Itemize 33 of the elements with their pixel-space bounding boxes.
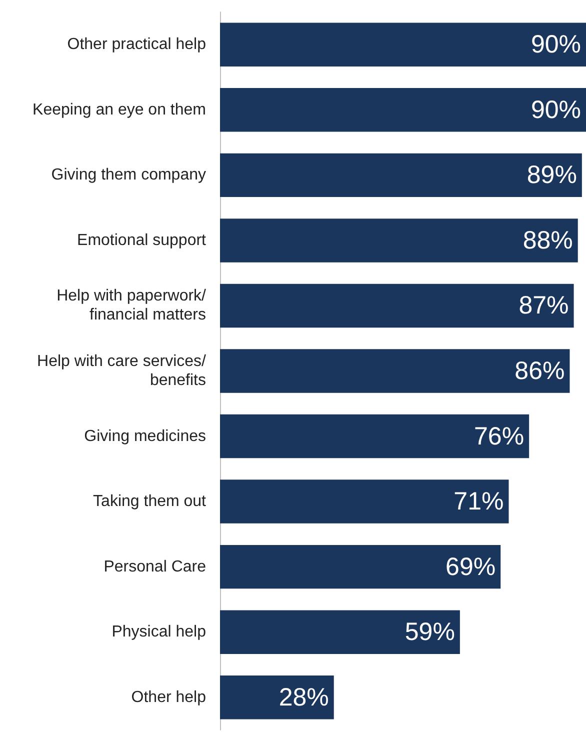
y-tick-label: Emotional support (77, 232, 207, 249)
bar (220, 88, 586, 132)
bar (220, 414, 530, 458)
y-tick-label: Giving them company (51, 166, 206, 184)
bar (220, 610, 460, 654)
data-label: 76% (474, 422, 524, 450)
bar (220, 284, 574, 328)
y-tick-label: Help with care services/benefits (37, 353, 207, 389)
y-tick-label: Keeping an eye on them (32, 101, 206, 118)
y-tick-label: Other help (131, 688, 206, 706)
bar (220, 22, 586, 67)
data-label: 28% (278, 683, 329, 712)
bar (220, 675, 334, 720)
bar (220, 544, 501, 589)
data-label: 71% (454, 488, 504, 516)
bar (220, 218, 578, 262)
y-tick-label: Physical help (112, 624, 206, 641)
y-tick-label: Help with paperwork/financial matters (56, 288, 207, 324)
data-label: 89% (526, 161, 577, 190)
data-label: 90% (530, 96, 581, 124)
bar (220, 349, 570, 393)
data-label: 86% (514, 357, 565, 385)
bar (220, 480, 509, 524)
data-label: 59% (404, 618, 455, 646)
y-tick-label: Taking them out (93, 493, 207, 510)
data-label: 90% (530, 30, 581, 59)
y-tick-label: Giving medicines (84, 428, 206, 445)
y-tick-label: Other practical help (67, 36, 206, 54)
y-tick-label: Personal Care (104, 558, 206, 576)
data-label: 88% (522, 226, 573, 254)
data-label: 87% (518, 292, 569, 320)
data-label: 69% (446, 552, 496, 581)
bar (220, 153, 582, 198)
